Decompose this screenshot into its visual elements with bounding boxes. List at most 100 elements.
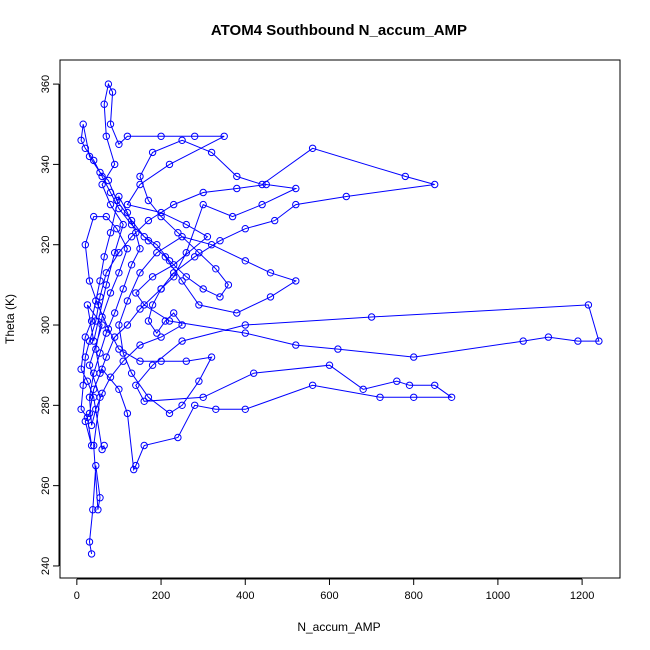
data-point <box>401 172 409 181</box>
data-point <box>148 273 157 281</box>
data-point <box>199 393 207 401</box>
data-point <box>92 317 100 325</box>
y-tick-label: 240 <box>40 557 52 575</box>
data-point <box>127 220 136 229</box>
data-point <box>132 229 140 237</box>
data-point <box>79 381 87 389</box>
data-point <box>212 405 220 413</box>
data-point <box>182 249 191 257</box>
data-point <box>216 237 224 245</box>
data-point <box>90 393 98 401</box>
data-point <box>100 253 108 261</box>
data-point <box>81 333 90 341</box>
data-point <box>292 200 300 209</box>
data-point <box>241 329 250 337</box>
data-point <box>92 297 100 305</box>
data-point <box>157 333 165 341</box>
data-point <box>182 273 191 281</box>
data-point <box>87 550 96 558</box>
data-point <box>544 333 553 341</box>
data-point <box>271 216 279 225</box>
data-point <box>87 441 96 450</box>
data-point <box>106 373 115 381</box>
data-point <box>79 120 87 128</box>
data-point <box>98 445 106 454</box>
data-point <box>157 208 165 217</box>
data-point <box>83 301 92 309</box>
x-tick-label: 1200 <box>570 590 594 602</box>
data-point <box>83 413 92 422</box>
data-point <box>178 136 186 145</box>
x-tick-label: 600 <box>320 590 338 602</box>
data-point <box>77 405 85 413</box>
data-point <box>102 281 111 289</box>
data-point <box>165 317 174 325</box>
data-point <box>233 309 241 317</box>
data-point <box>119 220 127 229</box>
data-point <box>132 381 140 389</box>
data-point <box>102 212 111 221</box>
data-point <box>178 401 186 409</box>
data-point <box>178 233 186 241</box>
data-point <box>90 337 98 345</box>
data-point <box>81 241 90 249</box>
data-point <box>123 409 132 418</box>
data-point <box>83 377 92 385</box>
chart-title: ATOM4 Southbound N_accum_AMP <box>211 22 467 39</box>
data-point <box>342 192 350 201</box>
data-point <box>367 313 376 321</box>
data-point <box>94 506 102 514</box>
data-point <box>85 393 94 401</box>
data-point <box>233 172 241 181</box>
data-point <box>178 277 186 285</box>
series-points <box>77 80 603 558</box>
data-point <box>90 156 98 165</box>
data-point <box>136 180 144 189</box>
data-point <box>241 257 250 265</box>
data-point <box>170 269 178 277</box>
data-point <box>182 357 191 365</box>
data-point <box>94 301 102 309</box>
data-point <box>191 253 199 261</box>
data-point <box>96 293 104 301</box>
data-point <box>165 409 174 418</box>
plot-frame <box>59 59 621 579</box>
data-point <box>148 361 157 369</box>
data-point <box>153 329 161 337</box>
data-point <box>96 494 104 502</box>
data-point <box>85 277 94 285</box>
data-point <box>102 132 111 141</box>
data-point <box>325 361 334 369</box>
data-point <box>241 225 250 233</box>
data-point <box>136 305 144 313</box>
data-point <box>127 216 136 225</box>
data-point <box>207 353 216 361</box>
data-point <box>410 353 418 361</box>
data-point <box>519 337 527 345</box>
data-point <box>136 172 144 181</box>
data-point <box>96 168 104 177</box>
data-point <box>161 253 170 261</box>
data-point <box>104 176 113 185</box>
data-point <box>266 269 275 277</box>
data-point <box>233 184 241 193</box>
data-point <box>81 353 90 361</box>
data-point <box>92 461 100 470</box>
data-point <box>195 301 203 309</box>
data-point <box>216 293 224 301</box>
y-axis-label: Theta (K) <box>3 294 17 344</box>
x-tick-label: 400 <box>236 590 254 602</box>
data-point <box>191 401 199 409</box>
data-point <box>212 265 220 273</box>
data-point <box>119 357 127 365</box>
data-point <box>98 172 106 181</box>
data-point <box>87 317 96 325</box>
data-point <box>89 506 97 514</box>
data-point <box>100 100 108 108</box>
data-point <box>241 405 250 413</box>
x-tick-label: 0 <box>74 590 80 602</box>
y-tick-label: 260 <box>40 476 52 494</box>
data-point <box>174 229 182 237</box>
data-point <box>115 345 123 353</box>
